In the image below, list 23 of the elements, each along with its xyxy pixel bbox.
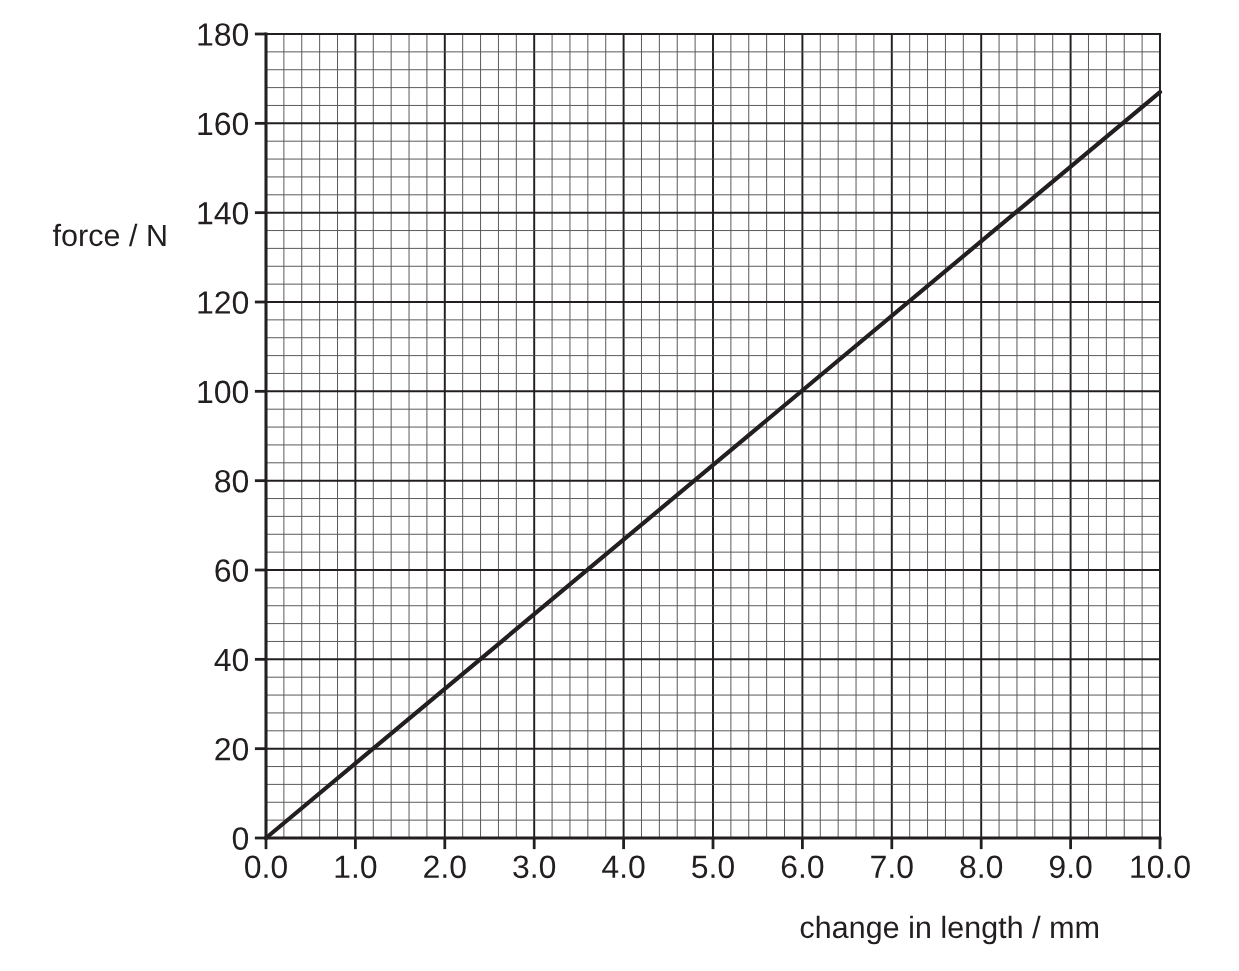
y-tick-label: 100	[198, 380, 249, 404]
x-tick-label: 1.0	[335, 855, 377, 879]
x-tick-label: 3.0	[513, 855, 556, 879]
y-tick-label: 40	[214, 648, 249, 672]
x-tick-label: 2.0	[424, 855, 466, 879]
y-tick-label: 140	[198, 201, 249, 225]
y-tick-label: 20	[215, 737, 249, 761]
x-tick-label: 9.0	[1049, 855, 1092, 879]
x-tick-label: 7.0	[871, 855, 913, 879]
x-tick-label: 5.0	[692, 855, 734, 879]
x-tick-label: 0.0	[245, 855, 287, 879]
y-tick-label: 80	[215, 469, 249, 493]
x-tick-label: 10.0	[1131, 855, 1190, 879]
x-axis-title: change in length / mm	[800, 915, 1099, 945]
y-tick-label: 180	[198, 23, 249, 46]
y-tick-label: 120	[198, 291, 249, 314]
y-axis-title: force / N	[52, 223, 166, 247]
x-tick-label: 8.0	[960, 855, 1003, 879]
x-tick-label: 4.0	[602, 855, 645, 879]
y-tick-label: 0	[232, 827, 249, 850]
y-tick-label: 160	[198, 112, 249, 136]
y-tick-label: 60	[215, 559, 249, 582]
x-tick-label: 6.0	[781, 855, 824, 879]
